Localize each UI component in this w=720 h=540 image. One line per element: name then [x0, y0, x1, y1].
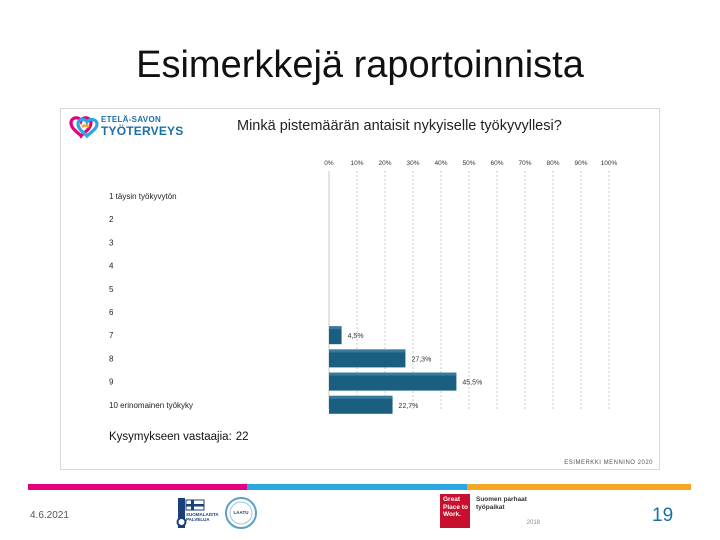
bar-highlight — [329, 349, 406, 353]
data-label: 4,5% — [348, 333, 364, 340]
data-label: 45,5% — [462, 380, 482, 387]
category-label: 1 täysin työkyvytön — [109, 192, 177, 201]
bar — [329, 349, 406, 368]
category-label: 8 — [109, 354, 114, 363]
x-tick-label: 100% — [601, 160, 618, 167]
x-tick-label: 70% — [518, 160, 531, 167]
x-tick-label: 0% — [324, 160, 334, 167]
bar-highlight — [329, 395, 393, 399]
gptw-side-label: Suomen parhaat työpaikat 2018 — [476, 496, 546, 528]
x-tick-label: 50% — [462, 160, 475, 167]
respondents-value: 22 — [235, 431, 249, 443]
x-tick-label: 20% — [378, 160, 391, 167]
accent-bar-blue — [247, 484, 467, 490]
chart-title: Minkä pistemäärän antaisit nykyiselle ty… — [237, 118, 562, 134]
category-label: 6 — [109, 308, 114, 317]
footer-date: 4.6.2021 — [30, 510, 69, 521]
gptw-text: Great Place to Work. — [443, 496, 468, 519]
data-label: 27,3% — [411, 356, 431, 363]
respondents-count: Kysymykseen vastaajia: 22 — [109, 431, 249, 443]
category-label: 7 — [109, 331, 114, 340]
gptw-side-year: 2018 — [526, 520, 540, 526]
bar — [329, 372, 457, 391]
category-label: 5 — [109, 285, 114, 294]
quality-badge: LAATU — [222, 496, 260, 530]
bar — [329, 326, 342, 345]
bar — [329, 395, 393, 414]
x-tick-label: 60% — [490, 160, 503, 167]
suomalaista-palvelua-badge: SUOMALAISTA PALVELUA — [172, 496, 219, 530]
category-label: 4 — [109, 262, 114, 271]
respondents-label: Kysymykseen vastaajia: — [109, 431, 232, 443]
x-tick-label: 30% — [406, 160, 419, 167]
x-tick-label: 10% — [350, 160, 363, 167]
badge2-text: LAATU — [233, 510, 249, 515]
data-label: 22,7% — [399, 403, 419, 410]
category-label: 9 — [109, 378, 114, 387]
accent-bar-magenta — [28, 484, 247, 490]
bar-highlight — [329, 372, 457, 376]
x-tick-label: 40% — [434, 160, 447, 167]
x-tick-label: 80% — [546, 160, 559, 167]
badge1-text: SUOMALAISTA PALVELUA — [186, 512, 219, 522]
key-flag-icon — [176, 498, 205, 528]
category-label: 3 — [109, 238, 114, 247]
accent-bar-orange — [467, 484, 691, 490]
x-tick-label: 90% — [574, 160, 587, 167]
heart-logo-icon — [69, 116, 99, 139]
category-label: 2 — [109, 215, 114, 224]
slide-title: Esimerkkejä raportoinnista — [136, 44, 584, 86]
gptw-side-title: Suomen parhaat työpaikat — [476, 496, 527, 511]
company-logo: ETELÄ-SAVON TYÖTERVEYS — [67, 115, 185, 143]
bar-highlight — [329, 326, 342, 330]
bar-chart: 0% 10% 20% 30% 40% 50% 60% 70% 80% 90% 100% 1 täysi… — [109, 160, 618, 414]
report-credit: ESIMERKKI MENNINO 2020 — [564, 460, 653, 466]
category-label: 10 erinomainen työkyky — [109, 401, 193, 410]
logo-line2: TYÖTERVEYS — [101, 124, 184, 138]
quality-seal-icon — [225, 497, 257, 529]
great-place-to-work-badge: Great Place to Work. — [440, 494, 470, 528]
page-number: 19 — [652, 505, 674, 526]
report-screenshot: ETELÄ-SAVON TYÖTERVEYS Minkä pistemäärän… — [60, 108, 660, 470]
logo-line1: ETELÄ-SAVON — [101, 115, 162, 124]
